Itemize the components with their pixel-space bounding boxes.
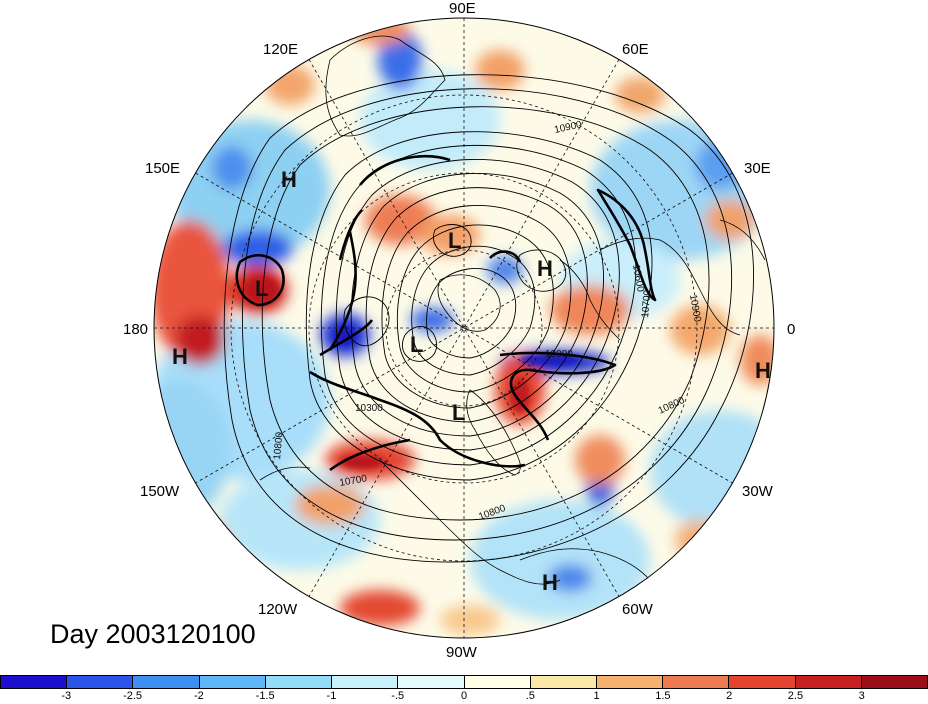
svg-text:10700: 10700: [339, 473, 369, 489]
low-marker: L: [410, 332, 423, 357]
colorbar-box: [332, 676, 399, 688]
jet-contours: [235, 154, 657, 472]
lon-label: 60E: [622, 41, 649, 58]
height-contours: [223, 74, 754, 563]
lon-label: 0: [787, 321, 795, 338]
colorbar-box: [265, 676, 333, 688]
colorbar-box: [729, 676, 796, 688]
high-marker: H: [542, 570, 558, 595]
lon-label: 60W: [622, 601, 654, 618]
lon-label: 150E: [145, 160, 180, 177]
lon-label: 30E: [744, 160, 771, 177]
lon-label: 90W: [446, 644, 478, 661]
high-marker: H: [281, 167, 297, 192]
colorbar-box: [398, 676, 465, 688]
colorbar-tick-label: 2: [726, 690, 733, 702]
lon-label: 30W: [742, 483, 774, 500]
colorbar-box: [67, 676, 134, 688]
high-marker: H: [172, 344, 188, 369]
low-marker: L: [448, 228, 461, 253]
colorbar-tick-label: 0: [460, 690, 468, 702]
svg-text:10800: 10800: [272, 431, 285, 460]
colorbar-box: [133, 676, 200, 688]
longitude-labels: 90E 60E 30E 0 30W 60W 90W 120W 150W 180 …: [123, 0, 795, 661]
lon-label: 120W: [258, 601, 298, 618]
colorbar-box: [1, 676, 68, 688]
pressure-centers: H L L H L L L H H H H: [172, 167, 771, 595]
colorbar-tick-label: -3: [61, 690, 72, 702]
colorbar-tick-label: -1.5: [255, 690, 275, 702]
colorbar-tick-label: 1: [593, 690, 600, 702]
colorbar-tick-label: -.5: [391, 690, 405, 702]
lon-label: 180: [123, 321, 148, 338]
colorbar-box: [596, 676, 664, 688]
low-marker: L: [255, 276, 268, 301]
lon-label: 90E: [449, 0, 476, 17]
colorbar-tick-label: 3: [858, 690, 865, 702]
lon-label: 120E: [263, 41, 298, 58]
high-marker: H: [537, 256, 553, 281]
svg-text:10900: 10900: [687, 294, 703, 324]
colorbar-labels: -3 -2.5 -2 -1.5 -1 -.5 0 .5 1 1.5 2 2.5 3: [0, 690, 928, 704]
anomaly-field: 10900 10600 10700 10900 10800 10000 1030…: [154, 18, 774, 638]
polar-map: 10900 10600 10700 10900 10800 10000 1030…: [123, 0, 795, 661]
colorbar-box: [861, 676, 928, 688]
low-marker: L: [452, 400, 465, 425]
colorbar-tick-label: 2.5: [787, 690, 804, 702]
svg-text:10600: 10600: [630, 264, 646, 294]
colorbar-box: [199, 676, 266, 688]
colorbar-tick-label: .5: [525, 690, 535, 702]
map-border: [153, 17, 775, 639]
colorbar-box: [530, 676, 597, 688]
colorbar: [0, 675, 928, 689]
lon-label: 150W: [140, 483, 180, 500]
high-marker: H: [755, 358, 771, 383]
svg-text:10700: 10700: [640, 289, 653, 318]
colorbar-tick-label: -1: [326, 690, 337, 702]
colorbar-box: [663, 676, 730, 688]
graticule: [154, 18, 774, 638]
map-title: Day 2003120100: [50, 619, 256, 649]
colorbar-box: [795, 676, 862, 688]
colorbar-box: [464, 676, 531, 688]
colorbar-tick-label: -2: [193, 690, 204, 702]
colorbar-tick-label: -2.5: [123, 690, 143, 702]
colorbar-tick-label: 1.5: [655, 690, 671, 702]
svg-text:10000: 10000: [545, 349, 573, 360]
svg-text:10300: 10300: [355, 403, 383, 414]
